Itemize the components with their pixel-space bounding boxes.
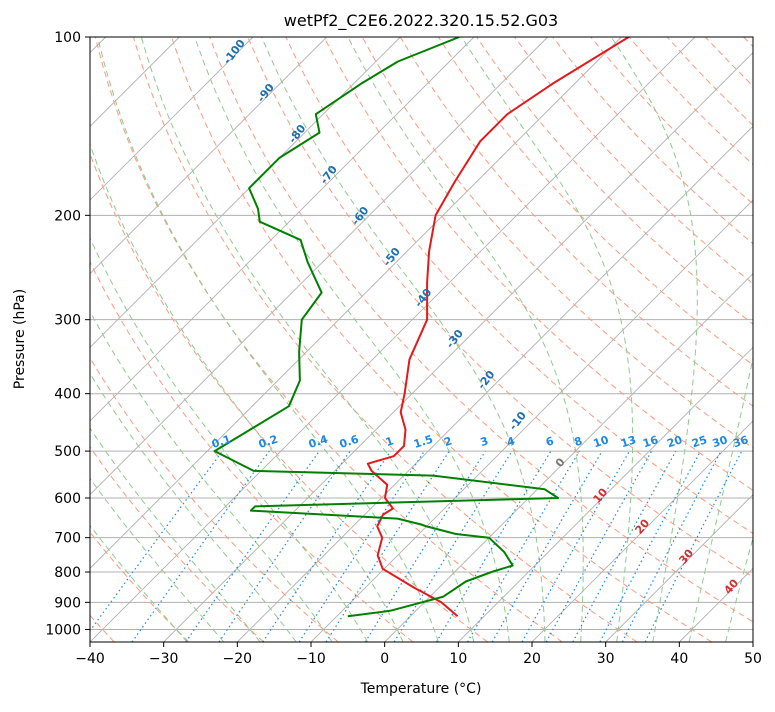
y-tick-label: 100	[54, 30, 81, 46]
x-tick-label: −10	[296, 651, 326, 667]
x-tick-label: 20	[523, 651, 541, 667]
x-axis-title: Temperature (°C)	[360, 681, 482, 697]
x-tick-label: −20	[223, 651, 253, 667]
y-tick-label: 200	[54, 208, 81, 224]
y-tick-label: 600	[54, 491, 81, 507]
y-tick-label: 500	[54, 444, 81, 460]
x-tick-label: 10	[449, 651, 467, 667]
y-tick-label: 400	[54, 387, 81, 403]
y-tick-label: 1000	[45, 622, 81, 638]
x-tick-label: −30	[149, 651, 179, 667]
chart-title: wetPf2_C2E6.2022.320.15.52.G03	[284, 11, 558, 31]
x-tick-label: 50	[744, 651, 762, 667]
y-tick-label: 800	[54, 565, 81, 581]
x-tick-label: 40	[670, 651, 688, 667]
y-tick-label: 900	[54, 595, 81, 611]
x-tick-label: −40	[75, 651, 105, 667]
x-tick-label: 30	[597, 651, 615, 667]
y-axis-title: Pressure (hPa)	[12, 289, 28, 389]
x-tick-label: 0	[380, 651, 389, 667]
y-tick-label: 300	[54, 313, 81, 329]
y-tick-label: 700	[54, 531, 81, 547]
